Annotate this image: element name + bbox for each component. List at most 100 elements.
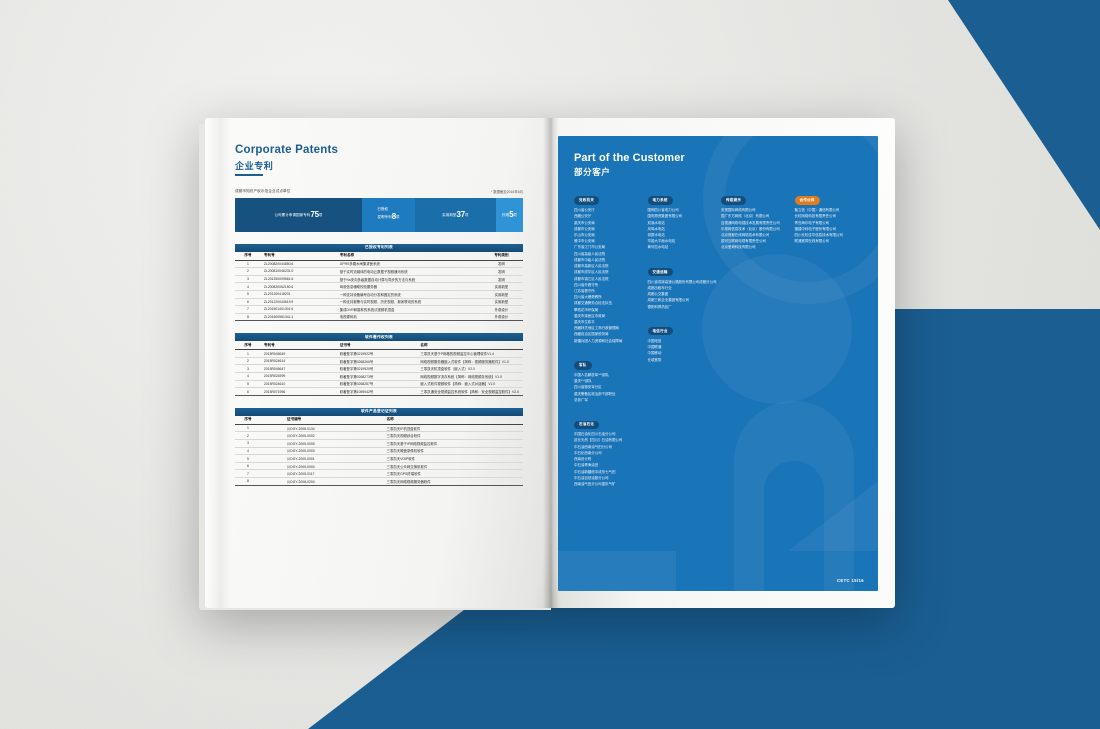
table-cell: 软著登字第0219920号 — [339, 367, 374, 372]
right-page-header: Part of the Customer 部分客户 — [574, 152, 685, 178]
table-row: 1 川DGY-2008-0134 三零凯天IP机顶盒软件 — [235, 425, 523, 433]
col-header-name: 名称 — [420, 342, 428, 347]
table-cell: ZL201501401301.6 — [263, 307, 294, 312]
list-item: 中国电信 — [647, 338, 662, 343]
table-cell: 软著登字第0268273号 — [339, 374, 374, 379]
stat-total-value: 75 — [310, 209, 319, 219]
table-cell: 实用新型 — [494, 285, 509, 290]
table-cell: GPRS多路水闸集灌医系统 — [339, 262, 380, 267]
table-row: 3 川DGY-2005-0005 三零凯天基于IP网络视频监控软件 — [235, 440, 523, 448]
decorative-bar — [558, 551, 676, 591]
list-item: 中石油青海油田 — [574, 463, 599, 468]
table-cell: 软著登字第0268266号 — [339, 359, 374, 364]
list-item: 成都出租车行业 — [647, 285, 672, 290]
table-cell: 三零凯天视频综合软件 — [386, 434, 421, 439]
list-item: 西藏林芝地区工商行政管理局 — [574, 326, 619, 331]
table-cell: 外观设计 — [494, 307, 509, 312]
table-row: 4 川DGY-2005-0003 三零凯天硬盘录像机软件 — [235, 448, 523, 456]
stat-total-unit: 项 — [318, 212, 323, 217]
list-item: 中国联通 — [647, 345, 662, 350]
table-header-row: 序号 证书编号 名称 — [235, 416, 523, 425]
table-row: 5 2015R024610 软著登字第0268287号 嵌入式软件视频软件【简称：嵌入… — [235, 381, 523, 389]
list-item: 四川省雅安军分区 — [574, 385, 602, 390]
customer-category: 党政机关 四川省公安厅 西藏公安厅 重庆市公安局 成都市公安局 乐山市公安局 雅中市公安局广… — [574, 188, 644, 344]
stat-utility-unit: 项 — [465, 212, 469, 217]
stat-design-unit: 项 — [513, 212, 517, 217]
table-cell: 3 — [247, 277, 249, 282]
table-cell: 三零凯天基于IP网络视频监控软件 — [386, 441, 438, 446]
table-cell: 驾驶信息辅助校验服务器 — [339, 285, 378, 290]
list-item: 安视国际网络有限公司 — [721, 208, 756, 213]
list-item: 黄河拉水电站 — [647, 245, 669, 250]
col-header-no: 序号 — [244, 253, 252, 258]
table-cell: 2015R045647 — [263, 366, 286, 371]
col-header-pno: 专利号 — [263, 253, 275, 258]
left-page-title-en: Corporate Patents — [235, 144, 339, 156]
table-cell: 基于Ns安向多级数据自动计算与同步的方法与系统 — [339, 277, 416, 282]
col-header-type: 专利类别 — [494, 253, 509, 258]
table-cell: 4 — [247, 374, 249, 379]
table-body: 1 ZL200820044850.6 GPRS多路水闸集灌医系统 发明 2 ZL20081… — [235, 261, 523, 322]
table-cell: 7 — [247, 471, 249, 476]
stat-invention-unit: 项 — [395, 214, 400, 219]
list-item: 四川长虹佳华信息技术有限公司 — [794, 232, 843, 237]
list-item: 国网四川省电力公司 — [647, 208, 679, 213]
list-item: 双溪水电站 — [647, 220, 665, 225]
table-row: 2 2015R024614 软著登字第0268266号 网络视频服务器嵌入式软件【简称… — [235, 358, 523, 366]
col-header-no: 序号 — [244, 417, 252, 422]
customer-list: 国网四川省电力公司 国电物资集团有限公司 双溪水电站 凤鸣水电站 领屏水电站 华能大平面水… — [648, 207, 718, 251]
title-underline — [235, 174, 263, 176]
table-cell: 1 — [247, 261, 249, 266]
table-cell: 软著登字第0268287号 — [339, 382, 374, 387]
list-item: 领屏水电站 — [647, 232, 665, 237]
list-item: 成都交通警务合检法队伍 — [574, 301, 612, 306]
table-cell: 三零凯天网络视频服务器软件 — [386, 479, 431, 484]
list-item: 四川省成渝高速公路股份有限公司成都分公司 — [647, 279, 717, 284]
col-header-cert: 证书号 — [339, 342, 351, 347]
table-row: 8 ZL201500581341.1 电视源码机 外观设计 — [235, 314, 523, 322]
subtitle-row: 成都市知识产权示范企业试点单位 * 数据截至2016年6月 — [235, 189, 523, 194]
table-cell: 三零凯天GPS终端软件 — [386, 472, 421, 477]
stat-invention-value: 8 — [391, 211, 396, 221]
list-item: 成都市成华区人民法院 — [574, 270, 609, 275]
table-cell: 川DGY-2005-0001 — [286, 457, 315, 462]
table-cell: ZL201500581341.1 — [263, 314, 294, 319]
right-page-title-cn: 部分客户 — [574, 167, 611, 177]
table-cell: ZL200820062150.6 — [263, 284, 294, 289]
left-page-title-cn: 企业专利 — [235, 160, 274, 171]
table-cell: 川DGY-2005-0004 — [286, 464, 315, 469]
table-cell: 三零凯天机顶盒软件（嵌入式）V2.0 — [420, 367, 475, 372]
list-item: 中国移动 — [647, 351, 662, 356]
table-row: 2 川DGY-2005-0002 三零凯天视频综合软件 — [235, 432, 523, 441]
list-item: 四川省高级人民法院 — [574, 251, 606, 256]
patent-stats-bar: 公司累计申请国家专利75项 已授权 发明专利8项 实用新型37项 — [235, 197, 523, 232]
table-cell: 2015R071956 — [263, 389, 286, 394]
table-cell: 三零凯天公众网交换机软件 — [386, 464, 428, 469]
table-row: 4 2015R024599 软著登字第0268273号 网络视频数字流存系统【简称：网… — [235, 373, 523, 381]
list-item: 华能大平面水电站 — [647, 239, 676, 244]
customer-list: 中国人名解放军***部队 重庆***部队 四川省雅安军分区 重庆警备区政治部干部职处总… — [574, 372, 644, 403]
customer-column: 传媒娱乐 安视国际网络有限公司 国广东方网络（北京）有限公司 百视通网络电视技术发展有… — [721, 188, 795, 565]
list-item: 国电物资集团有限公司 — [647, 214, 683, 219]
customer-column: 合作伙伴 聚立信（中国）通信有限公司 长虹网络科技有限责任公司 青岛海尔电子有限公司福… — [794, 188, 869, 565]
table-cell: 5 — [247, 381, 249, 386]
category-badge: 电信行业 — [647, 327, 673, 336]
table-cell: 2015R024599 — [263, 374, 286, 379]
table-cell: 2 — [247, 433, 249, 438]
stat-design-label: 外观 — [501, 212, 510, 217]
table-cell: 3 — [247, 441, 249, 446]
list-item: 雅中市公安局 — [574, 239, 595, 244]
table-software-product: 软件产品登记证列表 序号 证书编号 名称 1 川DGY-2008-0134 三零凯天… — [235, 407, 523, 486]
category-badge: 军队 — [574, 361, 592, 370]
page-footer: CETC 15/16 — [836, 578, 864, 583]
list-item: 延长天然【四川】石油有限公司 — [574, 438, 623, 443]
category-badge: 石油石化 — [574, 420, 600, 429]
list-item: 北京爱奇科技有限公司 — [721, 245, 756, 250]
category-badge: 传媒娱乐 — [721, 196, 747, 205]
table-cell: 6 — [247, 464, 249, 469]
table-cell: 6 — [247, 389, 249, 394]
list-item: 重庆市公安局 — [574, 220, 595, 225]
left-page-note: * 数据截至2016年6月 — [490, 189, 523, 194]
right-page: Part of the Customer 部分客户 党政机关 四川省公安厅 西藏公安… — [550, 118, 895, 608]
table-row: 5 ZL201200418201 一种支持设备编号自动分发和固定的系统 实用新型 — [235, 291, 523, 299]
